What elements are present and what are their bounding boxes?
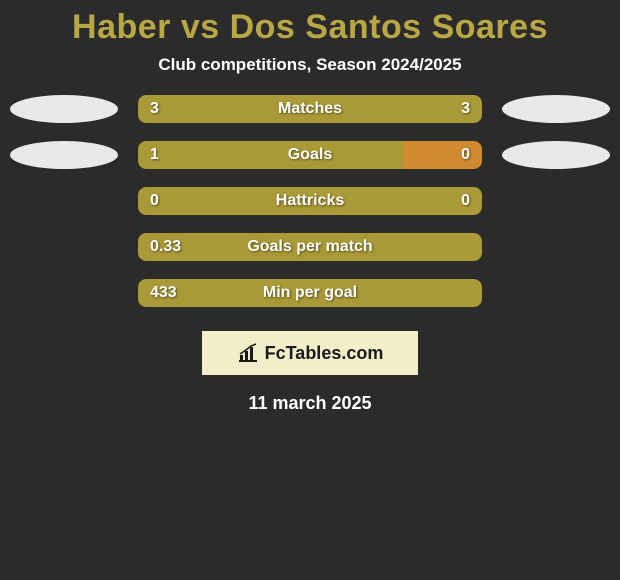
player-left-marker: [10, 233, 118, 261]
player-right-marker: [502, 187, 610, 215]
stat-left-value: 1: [150, 146, 159, 164]
card-date: 11 march 2025: [248, 393, 371, 414]
stat-label: Goals per match: [247, 238, 372, 256]
bar-chart-icon: [237, 343, 259, 363]
stat-row: 1 Goals 0: [4, 141, 616, 169]
stat-bar: 1 Goals 0: [138, 141, 482, 169]
comparison-card: Haber vs Dos Santos Soares Club competit…: [0, 0, 620, 414]
card-subtitle: Club competitions, Season 2024/2025: [158, 55, 461, 75]
player-right-marker: [502, 95, 610, 123]
stat-label: Min per goal: [263, 284, 357, 302]
stat-right-value: 0: [461, 146, 470, 164]
player-left-marker: [10, 141, 118, 169]
stat-row: 433 Min per goal: [4, 279, 616, 307]
stat-left-value: 3: [150, 100, 159, 118]
stat-bar: 3 Matches 3: [138, 95, 482, 123]
stat-left-value: 0: [150, 192, 159, 210]
player-left-marker: [10, 95, 118, 123]
stat-left-value: 0.33: [150, 238, 181, 256]
player-left-marker: [10, 279, 118, 307]
stat-bar: 0.33 Goals per match: [138, 233, 482, 261]
card-title: Haber vs Dos Santos Soares: [72, 8, 548, 47]
player-right-marker: [502, 279, 610, 307]
stat-left-value: 433: [150, 284, 177, 302]
stat-row: 3 Matches 3: [4, 95, 616, 123]
player-right-marker: [502, 141, 610, 169]
stat-right-value: 0: [461, 192, 470, 210]
stat-row: 0.33 Goals per match: [4, 233, 616, 261]
player-right-marker: [502, 233, 610, 261]
player-left-marker: [10, 187, 118, 215]
stat-rows: 3 Matches 3 1 Goals 0 0 Hattricks 0 0.33 Goals per…: [4, 95, 616, 325]
stat-row: 0 Hattricks 0: [4, 187, 616, 215]
stat-label: Goals: [288, 146, 332, 164]
stat-bar-right-fill: [403, 141, 482, 169]
stat-bar-left-fill: [138, 141, 403, 169]
logo-text: FcTables.com: [265, 343, 384, 364]
stat-label: Matches: [278, 100, 342, 118]
logo-box[interactable]: FcTables.com: [202, 331, 418, 375]
stat-bar: 433 Min per goal: [138, 279, 482, 307]
stat-right-value: 3: [461, 100, 470, 118]
stat-bar: 0 Hattricks 0: [138, 187, 482, 215]
stat-label: Hattricks: [276, 192, 344, 210]
